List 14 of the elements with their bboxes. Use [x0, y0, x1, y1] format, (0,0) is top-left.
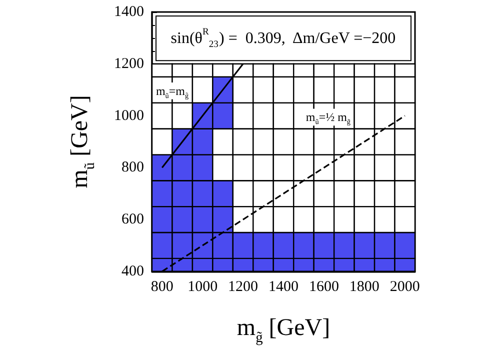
y-tick-label: 1200 — [114, 56, 144, 72]
y-tick-label: 600 — [122, 212, 144, 228]
x-tick-label: 1600 — [308, 278, 339, 295]
x-tick-label: 800 — [150, 278, 174, 295]
y-tick-label: 800 — [122, 160, 144, 176]
x-tick-label: 2000 — [390, 278, 420, 295]
x-tick-label: 1200 — [228, 278, 258, 295]
x-tick-label: 1400 — [268, 278, 298, 295]
y-tick-label: 1000 — [114, 108, 144, 124]
x-tick-label: 1000 — [188, 278, 218, 295]
y-tick-label: 400 — [122, 263, 144, 280]
y-axis-title: mũ [GeV] — [67, 95, 98, 188]
x-tick-label: 1800 — [349, 278, 380, 295]
y-tick-label: 1400 — [114, 4, 144, 20]
